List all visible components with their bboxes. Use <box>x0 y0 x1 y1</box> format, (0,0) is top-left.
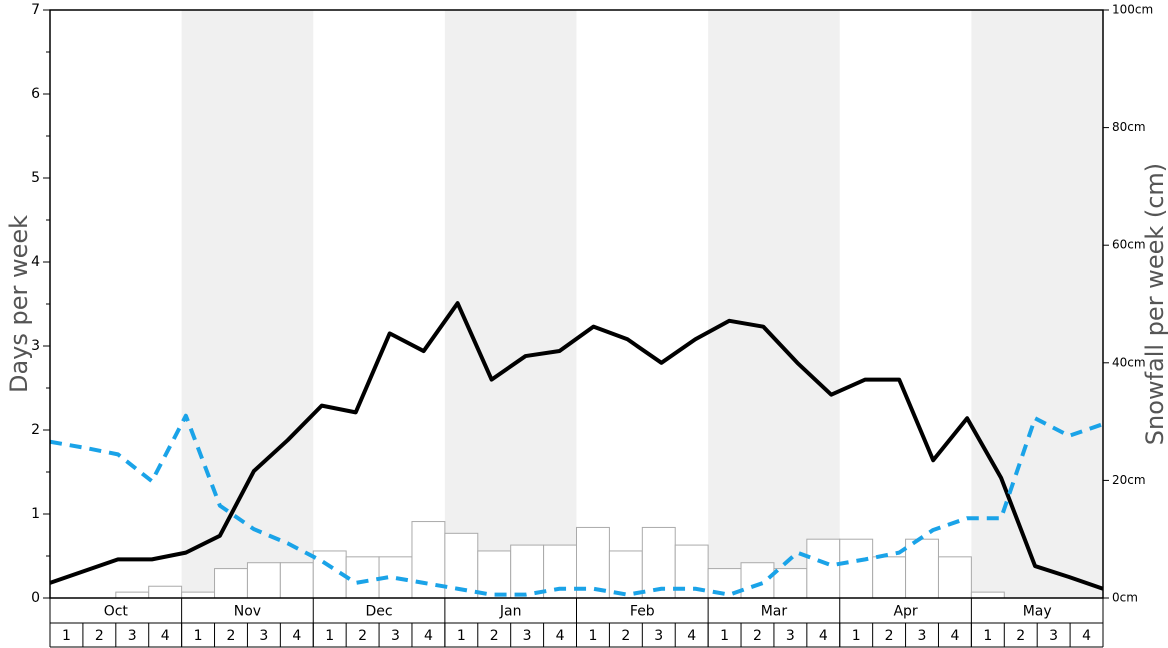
x-tick-label: 3 <box>654 628 663 644</box>
bar <box>970 591 1005 599</box>
x-tick-label: 3 <box>523 628 532 644</box>
y2-axis-title: Snowfall per week (cm) <box>1141 163 1168 445</box>
x-tick-label: 2 <box>358 628 367 644</box>
line <box>49 301 1104 591</box>
x-tick-label: 4 <box>292 628 301 644</box>
bar <box>641 526 676 599</box>
bar <box>576 526 610 599</box>
month-shade <box>444 10 577 598</box>
month-label: May <box>1023 604 1052 620</box>
x-tick-label: 1 <box>457 628 466 644</box>
x-tick-label: 1 <box>588 628 597 644</box>
bar <box>839 538 874 599</box>
x-tick-label: 3 <box>128 628 137 644</box>
y-tick-label: 4 <box>31 254 40 270</box>
bar <box>740 562 775 599</box>
x-tick-label: 3 <box>259 628 268 644</box>
bar <box>214 568 248 599</box>
y2-tick-label: 20cm <box>1112 473 1146 487</box>
month-label: Nov <box>234 604 261 620</box>
month-label: Apr <box>893 604 917 620</box>
x-tick-label: 4 <box>556 628 565 644</box>
x-tick-label: 2 <box>95 628 104 644</box>
y2-tick-label: 40cm <box>1112 355 1146 369</box>
bar <box>477 550 512 599</box>
y-tick-label: 3 <box>31 338 40 354</box>
x-tick-label: 2 <box>227 628 236 644</box>
month-shade <box>181 10 314 598</box>
y-tick-label: 5 <box>31 170 40 186</box>
bar <box>246 562 281 599</box>
y2-tick-label: 0cm <box>1112 591 1138 605</box>
x-tick-label: 4 <box>1082 628 1091 644</box>
y-tick-label: 7 <box>31 2 40 18</box>
y-tick-label: 2 <box>31 422 40 438</box>
bar <box>905 538 939 599</box>
bar <box>115 591 150 599</box>
x-tick-label: 1 <box>325 628 334 644</box>
month-shade <box>708 10 840 598</box>
x-tick-label: 3 <box>918 628 927 644</box>
month-label: Oct <box>104 604 129 620</box>
bar <box>181 591 216 599</box>
x-tick-label: 1 <box>720 628 729 644</box>
x-tick-label: 2 <box>753 628 762 644</box>
dashed-line <box>49 413 1104 597</box>
month-label: Dec <box>366 604 393 620</box>
bar <box>872 556 907 599</box>
x-tick-label: 4 <box>687 628 696 644</box>
x-tick-label: 1 <box>194 628 203 644</box>
x-tick-label: 3 <box>391 628 400 644</box>
bar <box>510 544 545 599</box>
bar <box>937 556 972 599</box>
month-label: Mar <box>761 604 788 620</box>
y2-tick-label: 100cm <box>1112 3 1153 17</box>
month-label: Jan <box>499 604 522 620</box>
bar <box>773 568 808 599</box>
month-label: Feb <box>630 604 655 620</box>
x-tick-label: 4 <box>424 628 433 644</box>
x-tick-label: 2 <box>490 628 499 644</box>
x-tick-label: 4 <box>161 628 170 644</box>
y-tick-label: 0 <box>31 590 40 606</box>
bar <box>279 562 314 599</box>
x-tick-label: 4 <box>819 628 828 644</box>
y-tick-label: 6 <box>31 86 40 102</box>
bar <box>806 538 841 599</box>
x-tick-label: 4 <box>950 628 959 644</box>
x-tick-label: 3 <box>1049 628 1058 644</box>
x-tick-label: 2 <box>885 628 894 644</box>
y2-tick-label: 60cm <box>1112 238 1146 252</box>
bar <box>345 556 380 599</box>
y-tick-label: 1 <box>31 506 40 522</box>
x-tick-label: 1 <box>852 628 861 644</box>
x-tick-label: 1 <box>983 628 992 644</box>
x-tick-label: 2 <box>621 628 630 644</box>
y2-tick-label: 80cm <box>1112 120 1146 134</box>
month-shade <box>971 10 1103 598</box>
x-tick-label: 3 <box>786 628 795 644</box>
y-axis-title: Days per week <box>5 215 33 393</box>
x-tick-label: 2 <box>1016 628 1025 644</box>
bar <box>148 585 183 599</box>
x-tick-label: 1 <box>62 628 71 644</box>
